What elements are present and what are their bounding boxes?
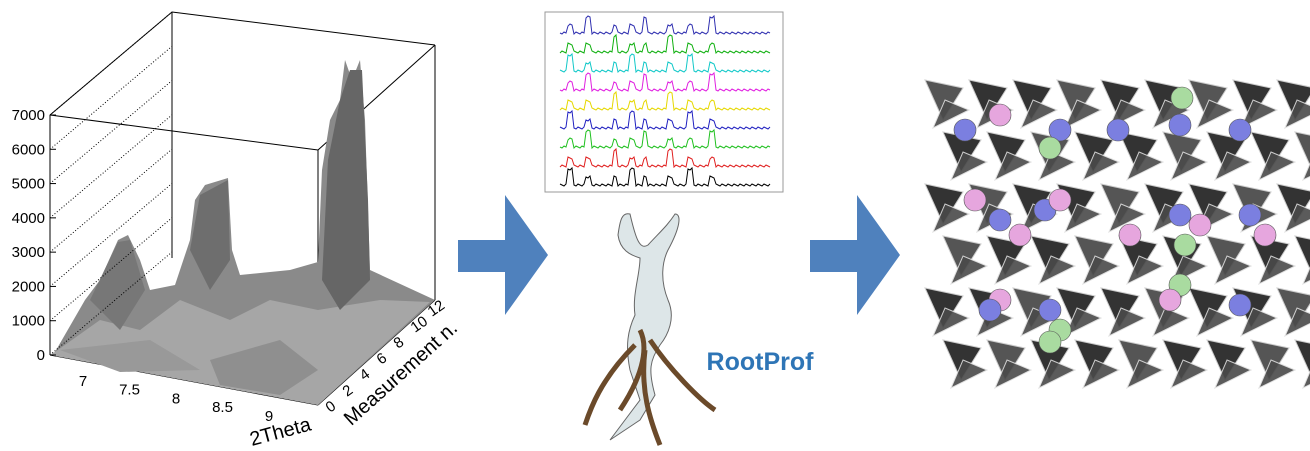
atom	[989, 104, 1011, 126]
atom	[1049, 189, 1071, 211]
polyhedron	[1295, 236, 1310, 276]
atom	[989, 209, 1011, 231]
atom	[1107, 119, 1129, 141]
z-tick-label: 0	[37, 347, 45, 364]
grid-line	[50, 149, 172, 252]
y-tick-label: 8	[391, 334, 408, 353]
y-tick-label: 4	[357, 366, 374, 385]
atom	[1229, 294, 1251, 316]
polyhedron	[1295, 132, 1310, 172]
x-tick-label: 8.5	[212, 399, 233, 416]
atom	[1119, 224, 1141, 246]
z-tick-label: 4000	[12, 210, 45, 227]
z-tick-label: 5000	[12, 176, 45, 193]
y-tick-label: 2	[340, 382, 357, 401]
atom	[1254, 224, 1276, 246]
x-axis-label: 2Theta	[248, 413, 315, 451]
arrow	[458, 195, 548, 315]
z-tick-label: 1000	[12, 313, 45, 330]
atom	[1239, 204, 1261, 226]
atom	[1169, 204, 1191, 226]
atom	[1189, 214, 1211, 236]
grid-line	[50, 115, 172, 218]
figure: 0100020003000400050006000700077.588.5902…	[0, 0, 1310, 451]
atom	[1039, 331, 1061, 353]
z-tick-label: 6000	[12, 141, 45, 158]
polyhedron	[1295, 340, 1310, 380]
mini-chart	[545, 12, 783, 192]
atom	[1174, 234, 1196, 256]
atom	[1039, 137, 1061, 159]
root-figure	[585, 214, 715, 445]
x-tick-label: 8	[172, 390, 180, 407]
z-tick-label: 3000	[12, 244, 45, 261]
atom	[954, 119, 976, 141]
grid-line	[50, 46, 172, 149]
atom	[1229, 119, 1251, 141]
surface-plot: 0100020003000400050006000700077.588.5902…	[12, 12, 462, 451]
atom	[1169, 114, 1191, 136]
atom	[964, 189, 986, 211]
x-tick-label: 7	[79, 373, 87, 390]
atom	[979, 299, 1001, 321]
crystal-structure	[925, 80, 1310, 388]
atom	[1171, 87, 1193, 109]
arrow	[810, 195, 900, 315]
atom	[1039, 299, 1061, 321]
atom	[1159, 289, 1181, 311]
z-tick-label: 2000	[12, 278, 45, 295]
z-tick-label: 7000	[12, 107, 45, 124]
caption: RootProf	[707, 348, 815, 376]
x-tick-label: 7.5	[119, 382, 140, 399]
atom	[1009, 224, 1031, 246]
y-tick-label: 0	[323, 398, 340, 417]
grid-line	[50, 81, 172, 184]
y-tick-label: 6	[374, 350, 391, 369]
